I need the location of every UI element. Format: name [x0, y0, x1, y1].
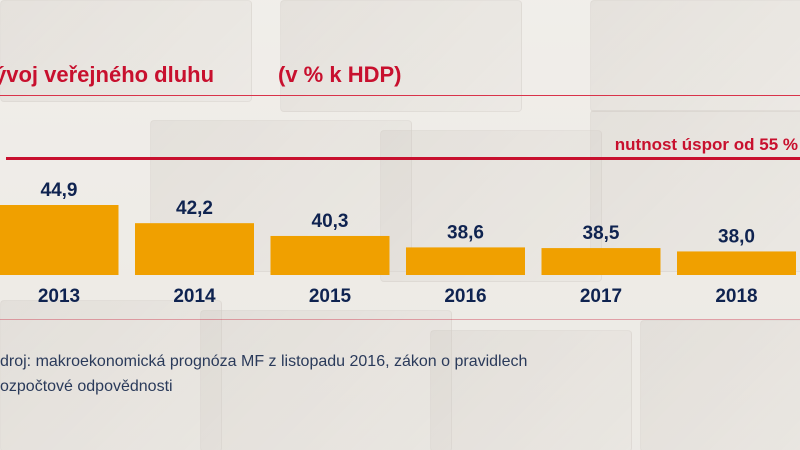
title-row: ývoj veřejného dluhu (v % k HDP) [0, 58, 800, 92]
bar-2018 [677, 251, 796, 275]
source-line: ozpočtové odpovědnosti [0, 378, 173, 395]
source-note: droj: makroekonomická prognóza MF z list… [0, 349, 527, 399]
category-label-2018: 2018 [715, 286, 757, 307]
bar-chart: 44,9 2013 42,2 2014 40,3 2015 38,6 2016 38,5 2017… [0, 180, 796, 307]
category-label-2015: 2015 [309, 286, 352, 307]
value-label-2018: 38,0 [718, 226, 755, 247]
category-label-2016: 2016 [444, 286, 486, 307]
bar-2013 [0, 205, 119, 275]
value-label-2013: 44,9 [41, 180, 78, 201]
bar-2015 [270, 235, 390, 275]
chart-title: ývoj veřejného dluhu [0, 62, 215, 87]
threshold-label: nutnost úspor od 55 % [614, 135, 798, 154]
title-divider [0, 95, 800, 96]
value-label-2014: 42,2 [176, 198, 213, 219]
chart-subtitle: (v % k HDP) [278, 62, 402, 87]
value-label-2016: 38,6 [447, 222, 484, 243]
source-line: droj: makroekonomická prognóza MF z list… [0, 353, 528, 370]
source-divider [0, 319, 800, 320]
bar-2016 [406, 247, 525, 275]
category-label-2014: 2014 [173, 286, 216, 307]
category-label-2017: 2017 [580, 286, 622, 307]
bar-2014 [135, 223, 254, 275]
bar-2017 [541, 248, 661, 275]
category-label-2013: 2013 [38, 286, 80, 307]
value-label-2015: 40,3 [312, 211, 349, 232]
value-label-2017: 38,5 [583, 223, 620, 244]
threshold-line [6, 157, 800, 160]
